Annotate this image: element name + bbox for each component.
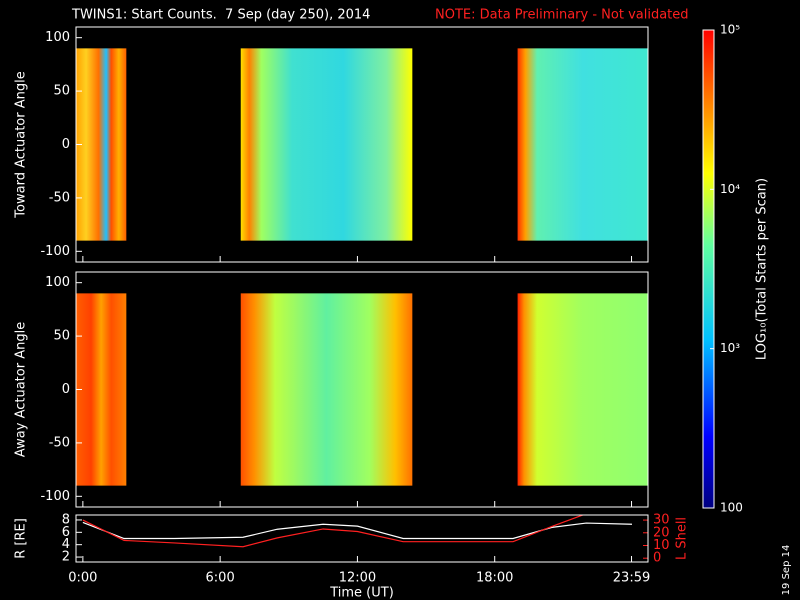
y-axis-label: Away Actuator Angle bbox=[14, 322, 29, 457]
y-tick-label: 8 bbox=[62, 512, 70, 527]
x-tick-label: 18:00 bbox=[476, 571, 513, 586]
y-tick-label: -100 bbox=[40, 244, 70, 259]
colorbar-tick-label: 10³ bbox=[720, 341, 740, 355]
line-group bbox=[82, 515, 633, 548]
series-line bbox=[82, 515, 585, 548]
y2-tick-label: 20 bbox=[653, 525, 670, 540]
x-axis-label: Time (UT) bbox=[329, 586, 394, 600]
y-tick-label: -50 bbox=[49, 190, 70, 205]
colorbar-tick-label: 100 bbox=[720, 501, 743, 515]
colorbar-label: LOG₁₀(Total Starts per Scan) bbox=[755, 178, 770, 360]
y-tick-label: 2 bbox=[62, 550, 70, 565]
axis-box bbox=[75, 514, 649, 563]
data-block bbox=[517, 293, 648, 486]
series-line bbox=[82, 521, 633, 540]
title: TWINS1: Start Counts. 7 Sep (day 250), 2… bbox=[71, 8, 370, 23]
y-tick-label: -100 bbox=[40, 489, 70, 504]
y-tick-label: 100 bbox=[45, 275, 70, 290]
y-tick-label: 100 bbox=[45, 30, 70, 45]
x-tick-label: 6:00 bbox=[206, 571, 235, 586]
date-stamp: 19 Sep 14 bbox=[781, 545, 792, 596]
y-tick-label: 50 bbox=[53, 329, 70, 344]
data-block bbox=[240, 293, 413, 486]
y-tick-label: -50 bbox=[49, 435, 70, 450]
note: NOTE: Data Preliminary - Not validated bbox=[435, 8, 689, 23]
y2-tick-label: 10 bbox=[653, 538, 670, 553]
data-block bbox=[76, 293, 127, 486]
data-block bbox=[76, 48, 127, 241]
y-tick-label: 0 bbox=[62, 382, 70, 397]
y-axis-label: Toward Actuator Angle bbox=[14, 71, 29, 218]
x-tick-label: 12:00 bbox=[339, 571, 376, 586]
y-tick-label: 4 bbox=[62, 537, 70, 552]
y2-tick-label: 30 bbox=[653, 513, 670, 528]
x-tick-label: 23:59 bbox=[613, 571, 650, 586]
data-block bbox=[517, 48, 648, 241]
y2-axis-label: L Shell bbox=[675, 517, 690, 560]
y-tick-label: 50 bbox=[53, 84, 70, 99]
y-tick-label: 6 bbox=[62, 525, 70, 540]
x-tick-label: 0:00 bbox=[68, 571, 97, 586]
data-block bbox=[240, 48, 413, 241]
colorbar-tick-label: 10⁵ bbox=[720, 23, 740, 37]
colorbar bbox=[702, 29, 715, 509]
y2-tick-label: 0 bbox=[653, 551, 661, 566]
y-tick-label: 0 bbox=[62, 137, 70, 152]
colorbar-tick-label: 10⁴ bbox=[720, 182, 740, 196]
y-axis-label: R [RE] bbox=[14, 518, 29, 559]
